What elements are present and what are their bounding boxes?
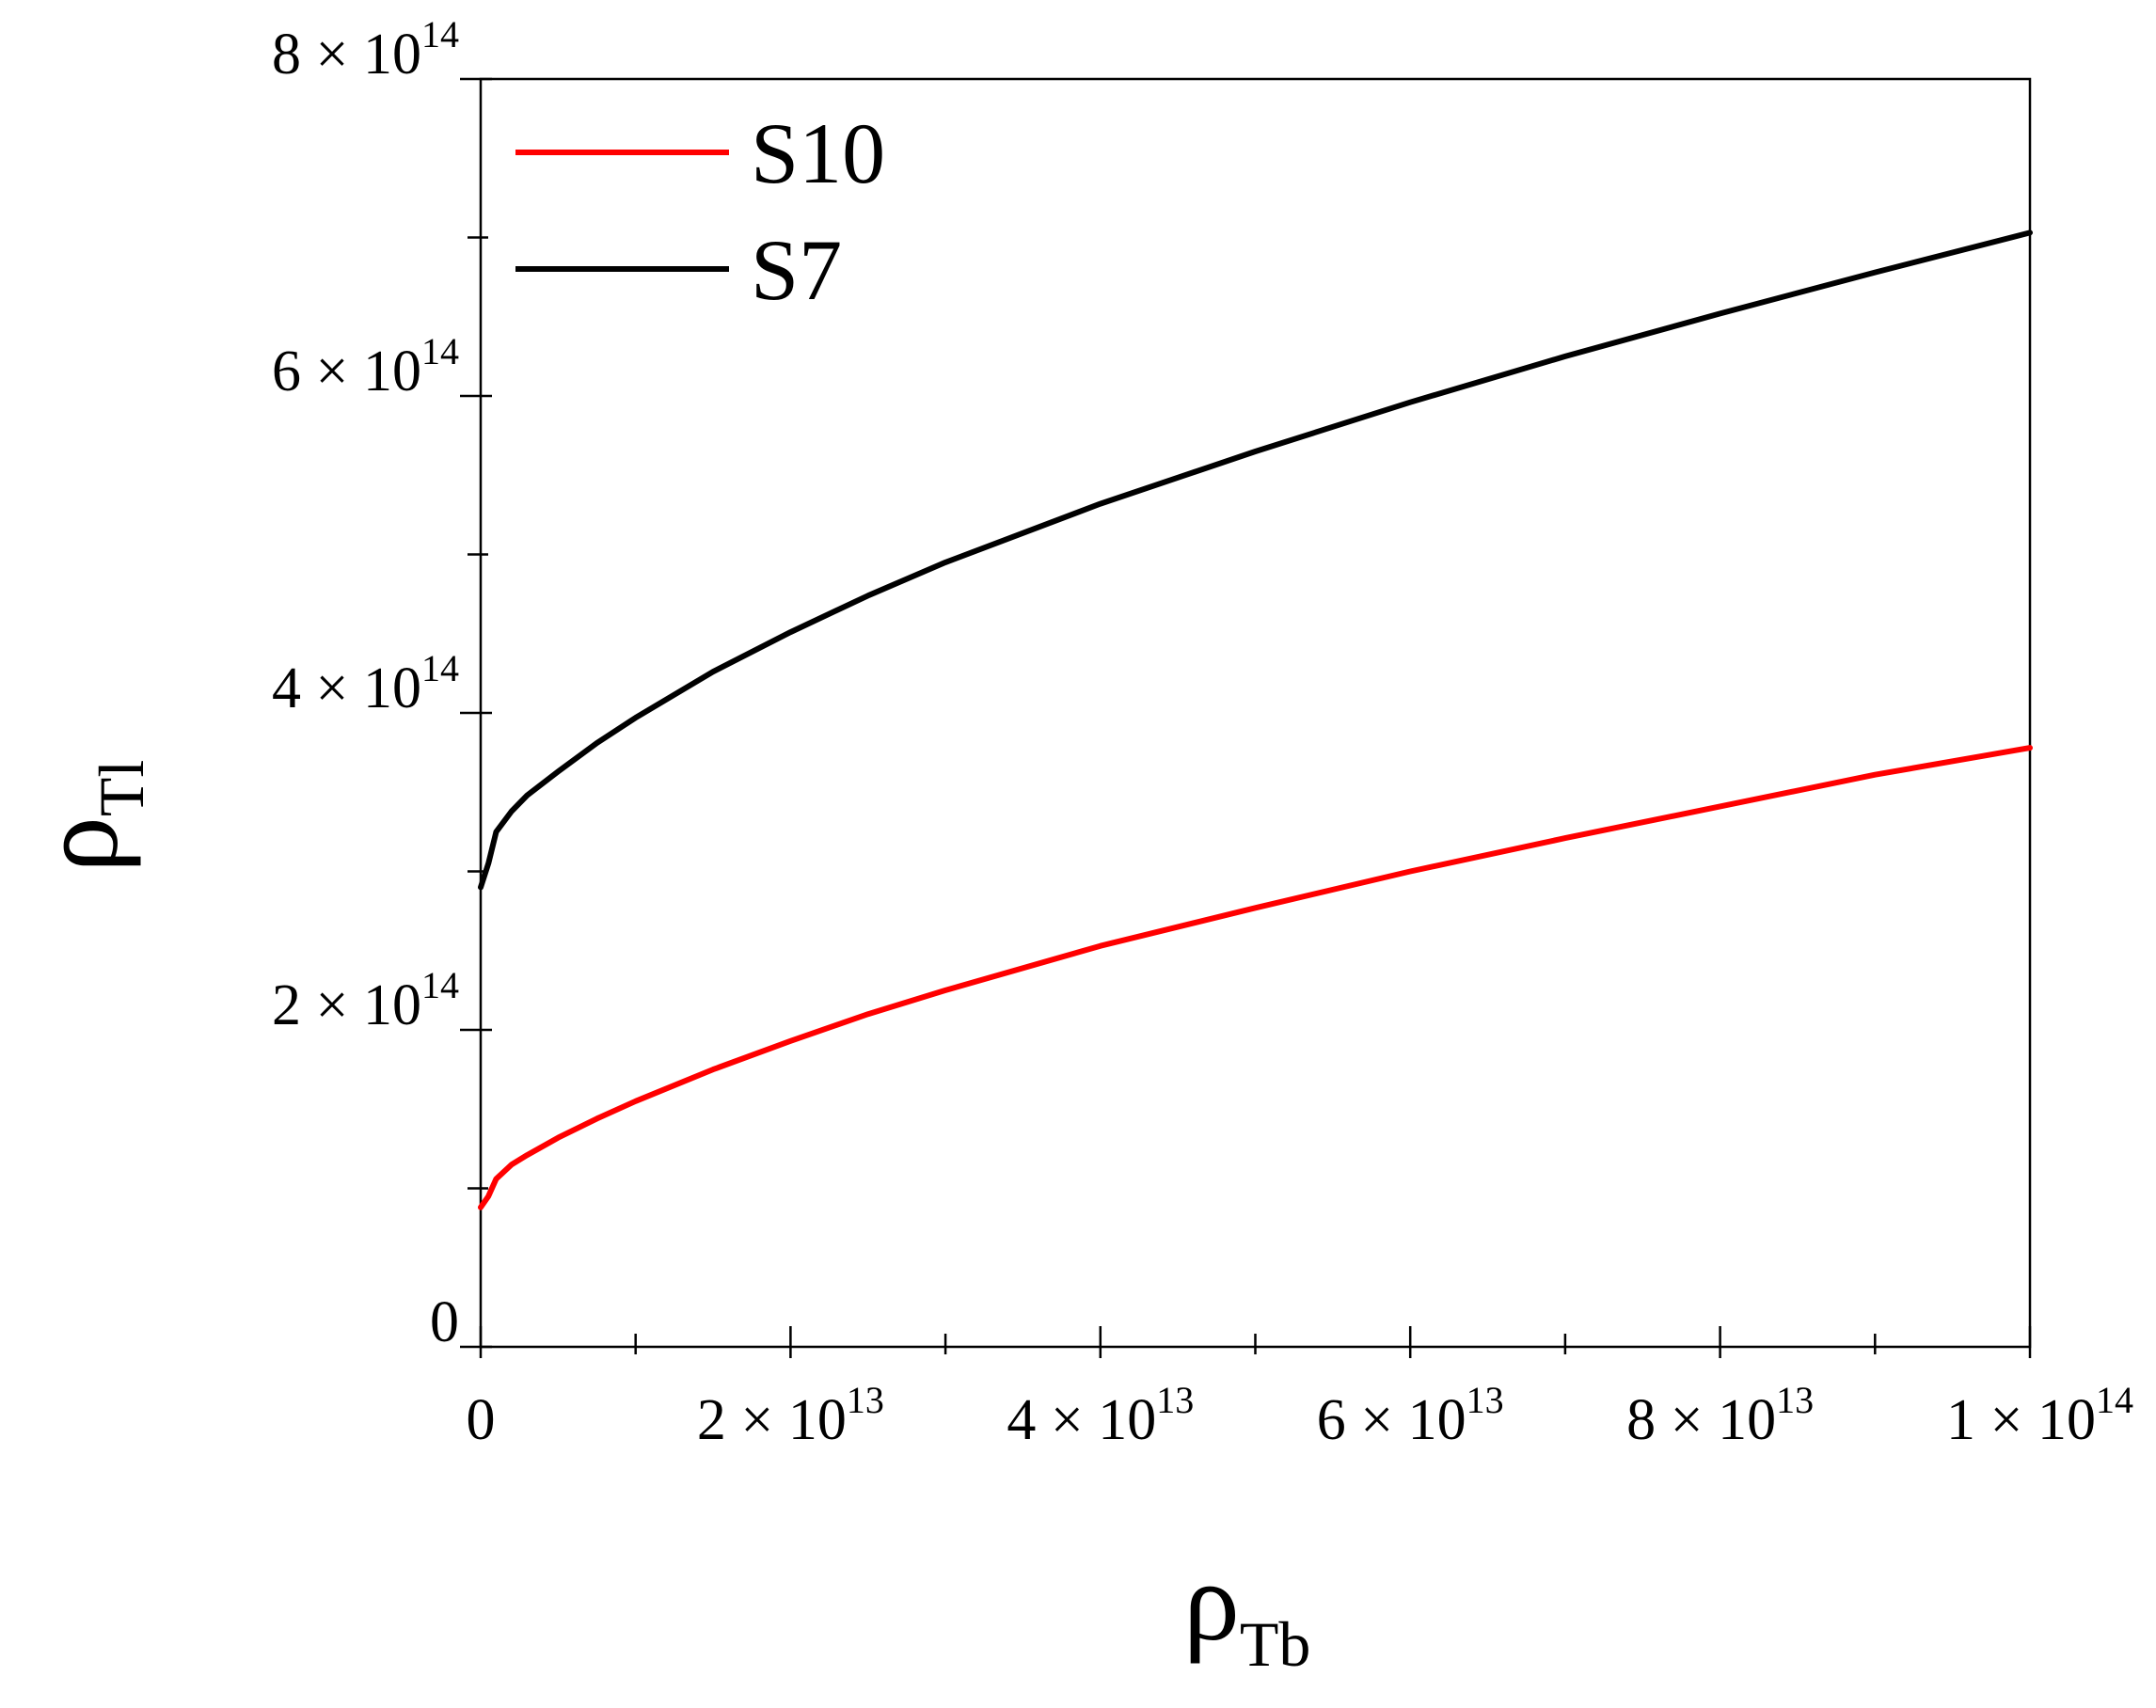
x-axis-label: ρTb [1183, 1539, 1310, 1680]
series-line-s7 [478, 229, 2033, 891]
legend-label-s10: S10 [751, 105, 885, 201]
y-tick-label: 6 × 1014 [272, 330, 459, 403]
axis-labels: ρTb ρTl [16, 760, 1310, 1680]
x-tick-label: 2 × 1013 [697, 1379, 884, 1452]
y-axis-label: ρTl [16, 760, 157, 873]
x-tick-label: 0 [467, 1388, 496, 1452]
x-tick-label: 8 × 1013 [1626, 1379, 1814, 1452]
x-tick-label: 1 × 1014 [1946, 1379, 2133, 1452]
legend-label-s7: S7 [751, 222, 842, 318]
y-tick-label: 0 [430, 1290, 459, 1354]
x-tick-label: 6 × 1013 [1317, 1379, 1504, 1452]
x-tick-label: 4 × 1013 [1007, 1379, 1194, 1452]
axes: 0 2 × 1013 4 × 1013 6 × 1013 8 × 1013 1 × 101… [272, 13, 2133, 1452]
series-layer [478, 229, 2033, 1210]
y-tick-label: 4 × 1014 [272, 647, 459, 720]
y-tick-label: 8 × 1014 [272, 13, 459, 87]
y-tick-label: 2 × 1014 [272, 964, 459, 1037]
series-line-s10 [478, 745, 2033, 1210]
